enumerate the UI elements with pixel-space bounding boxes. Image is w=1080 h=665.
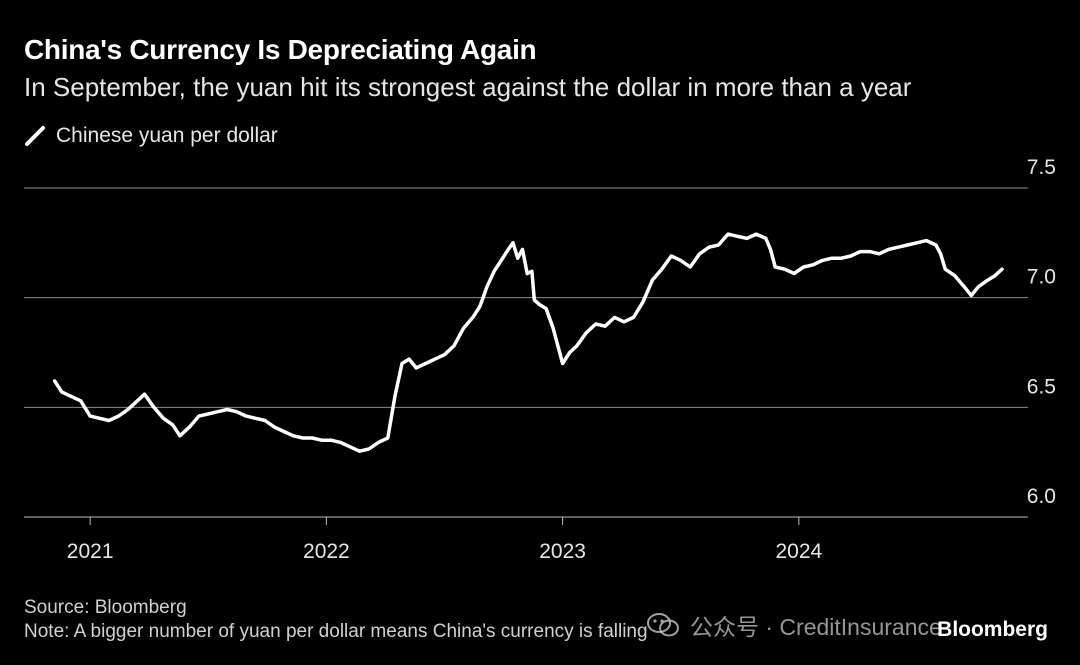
watermark-text: 公众号 · CreditInsurance: [690, 614, 942, 640]
x-tick-label: 2024: [775, 540, 822, 563]
y-tick-label: 7.0: [1027, 266, 1056, 289]
chart-footer: Source: Bloomberg Note: A bigger number …: [24, 596, 648, 644]
y-tick-label: 6.0: [1027, 485, 1056, 508]
y-tick-label: 6.5: [1027, 375, 1056, 398]
x-tick-label: 2023: [539, 540, 586, 563]
wechat-icon: [647, 613, 679, 637]
x-tick-label: 2021: [67, 540, 114, 563]
bloomberg-logo: Bloomberg: [937, 618, 1048, 641]
series-line-yuan-per-dollar: [52, 232, 1004, 453]
legend-label: Chinese yuan per dollar: [56, 124, 278, 147]
chart-legend: Chinese yuan per dollar: [24, 124, 278, 148]
source-note: Source: Bloomberg: [24, 597, 187, 618]
explanatory-note: Note: A bigger number of yuan per dollar…: [24, 621, 648, 642]
watermark: 公众号 · CreditInsurance: [646, 608, 942, 642]
chart-title: China's Currency Is Depreciating Again: [24, 34, 537, 65]
y-tick-label: 7.5: [1027, 156, 1056, 179]
legend-line-icon: [25, 126, 45, 146]
x-tick-label: 2022: [303, 540, 350, 563]
chart-subtitle: In September, the yuan hit its strongest…: [24, 72, 912, 102]
